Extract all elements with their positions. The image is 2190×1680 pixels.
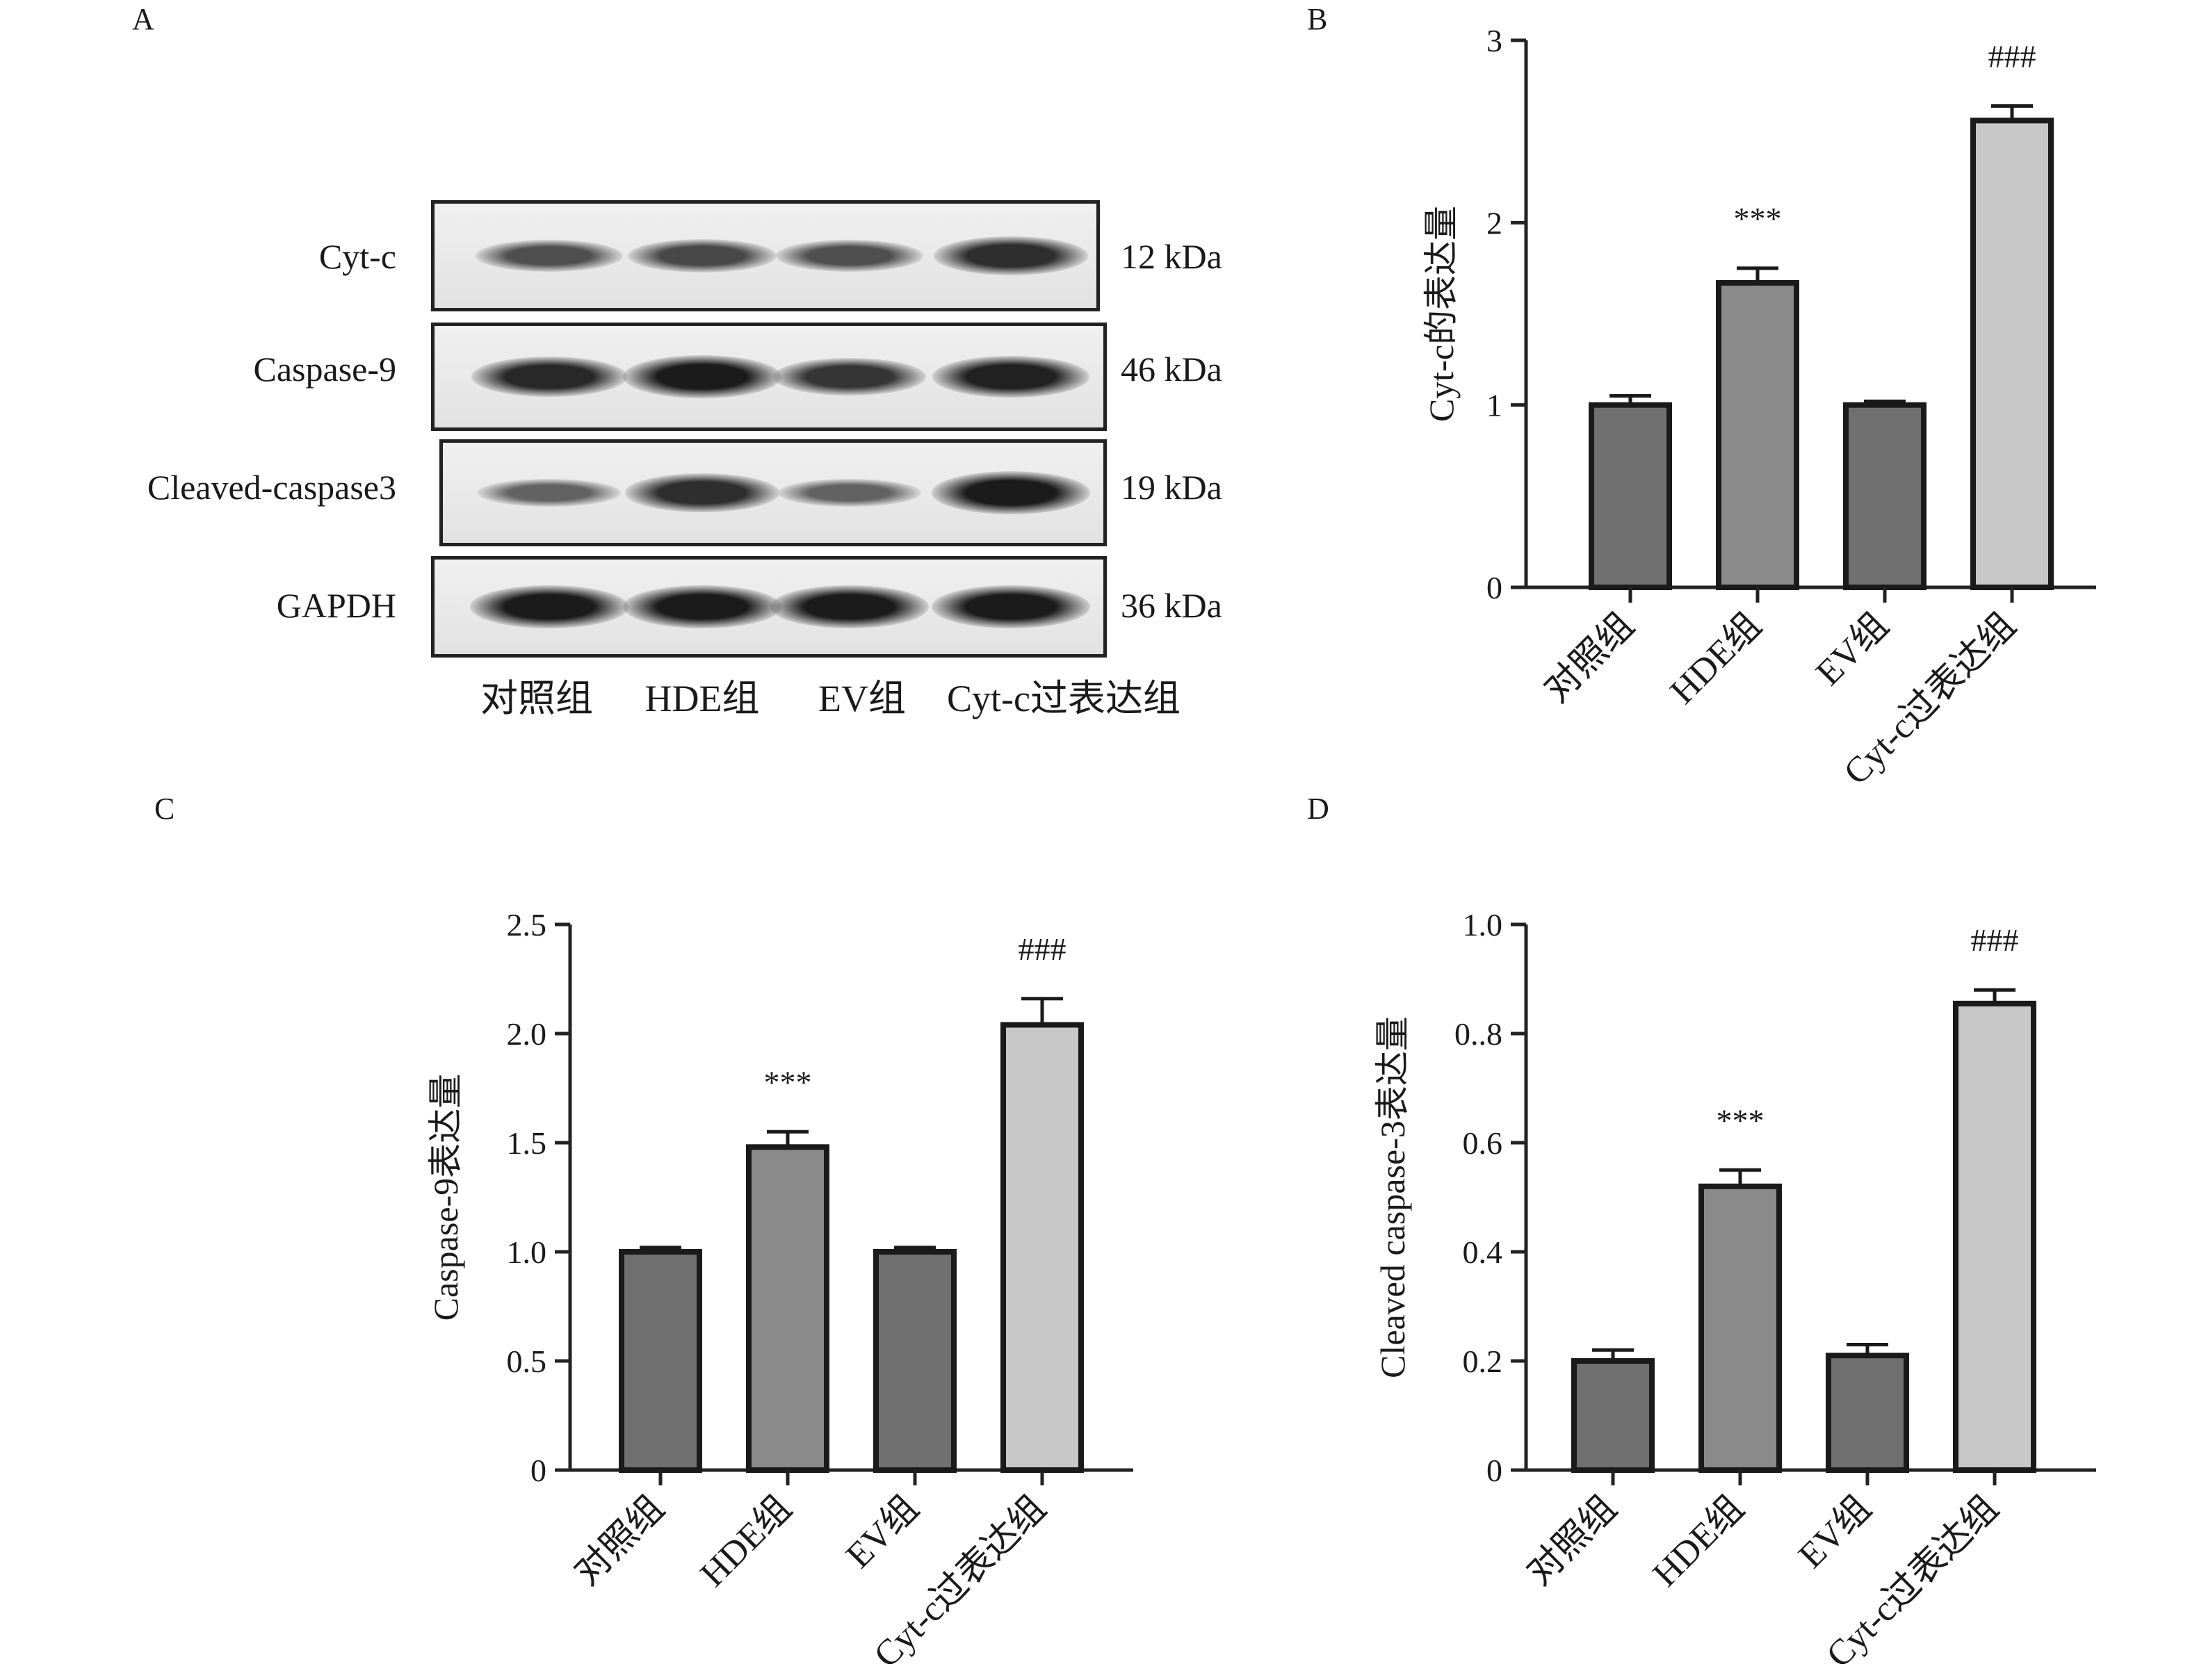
y-tick-label: 1	[1486, 388, 1502, 423]
x-tick-label: 对照组	[1520, 1488, 1625, 1593]
y-tick-label: 0.2	[1463, 1344, 1503, 1379]
x-tick-label: HDE组	[1646, 1488, 1752, 1595]
significance-annotation: ***	[1717, 1102, 1765, 1138]
blot-label-cyt-c: Cyt-c	[318, 237, 396, 276]
panel-letter-d: D	[1307, 792, 1329, 826]
lane-label-cyt-c-overexpression: Cyt-c过表达组	[947, 678, 1181, 719]
blot-band	[470, 585, 628, 628]
significance-annotation: ###	[1988, 38, 2036, 74]
bar	[1953, 1000, 2036, 1473]
blot-band	[776, 240, 923, 272]
bar	[1571, 1358, 1655, 1473]
significance-annotation: ***	[764, 1064, 812, 1100]
kda-label-cyt-c: 12 kDa	[1121, 237, 1222, 276]
y-tick-label: 0.6	[1463, 1125, 1503, 1161]
panel-letter-c: C	[154, 792, 175, 826]
panel-letter-b: B	[1307, 2, 1328, 36]
kda-label-gapdh: 36 kDa	[1121, 586, 1222, 625]
blot-band	[932, 585, 1090, 628]
y-tick-label: 0	[1486, 570, 1502, 605]
blot-band	[476, 240, 623, 272]
y-tick-label: 2.0	[507, 1016, 547, 1052]
significance-annotation: ***	[1734, 201, 1782, 236]
y-axis-label: Cleaved caspase-3表达量	[1373, 1016, 1412, 1378]
blot-band	[478, 479, 621, 507]
bar	[746, 1144, 829, 1474]
y-tick-label: 1.5	[507, 1125, 547, 1161]
significance-annotation: ###	[1971, 922, 2019, 958]
blot-band	[623, 355, 781, 398]
y-tick-label: 0	[1486, 1453, 1502, 1488]
y-tick-label: 2	[1486, 205, 1502, 240]
blot-band	[623, 585, 781, 628]
blot-band	[625, 473, 779, 512]
y-axis-label: Caspase-9表达量	[426, 1074, 465, 1321]
significance-annotation: ###	[1019, 931, 1066, 967]
y-tick-label: 1.0	[1463, 907, 1503, 943]
blot-band	[934, 236, 1088, 275]
blot-band	[770, 585, 929, 628]
y-tick-label: 0.4	[1463, 1234, 1503, 1270]
x-tick-label: EV组	[1791, 1488, 1879, 1576]
y-tick-label: 1.0	[507, 1234, 547, 1270]
bar	[1698, 1183, 1782, 1474]
y-axis-label: Cyt-c的表达量	[1422, 206, 1461, 422]
blot-band	[773, 358, 926, 395]
lane-label-ev: EV组	[818, 678, 906, 719]
kda-label-cleaved-caspase3: 19 kDa	[1121, 468, 1222, 507]
blot-band	[471, 357, 627, 397]
lane-label-hde: HDE组	[644, 678, 760, 719]
blot-label-cleaved-caspase3: Cleaved-caspase3	[147, 468, 396, 507]
bar	[1000, 1022, 1084, 1473]
blot-band	[932, 356, 1089, 398]
bar	[1589, 402, 1672, 591]
y-tick-label: 0	[530, 1453, 546, 1488]
blot-band	[778, 479, 921, 507]
y-tick-label: 0..8	[1454, 1016, 1502, 1052]
y-tick-label: 2.5	[507, 907, 547, 943]
lane-label-control: 对照组	[480, 678, 593, 719]
y-tick-label: 3	[1486, 23, 1502, 58]
kda-label-caspase-9: 46 kDa	[1121, 350, 1222, 389]
bar	[1826, 1353, 1909, 1474]
y-tick-label: 0.5	[507, 1344, 547, 1379]
blot-band	[628, 239, 777, 272]
blot-label-gapdh: GAPDH	[276, 586, 396, 625]
blot-band	[932, 471, 1090, 514]
blot-label-caspase-9: Caspase-9	[253, 350, 397, 389]
panel-letter-a: A	[132, 2, 154, 36]
